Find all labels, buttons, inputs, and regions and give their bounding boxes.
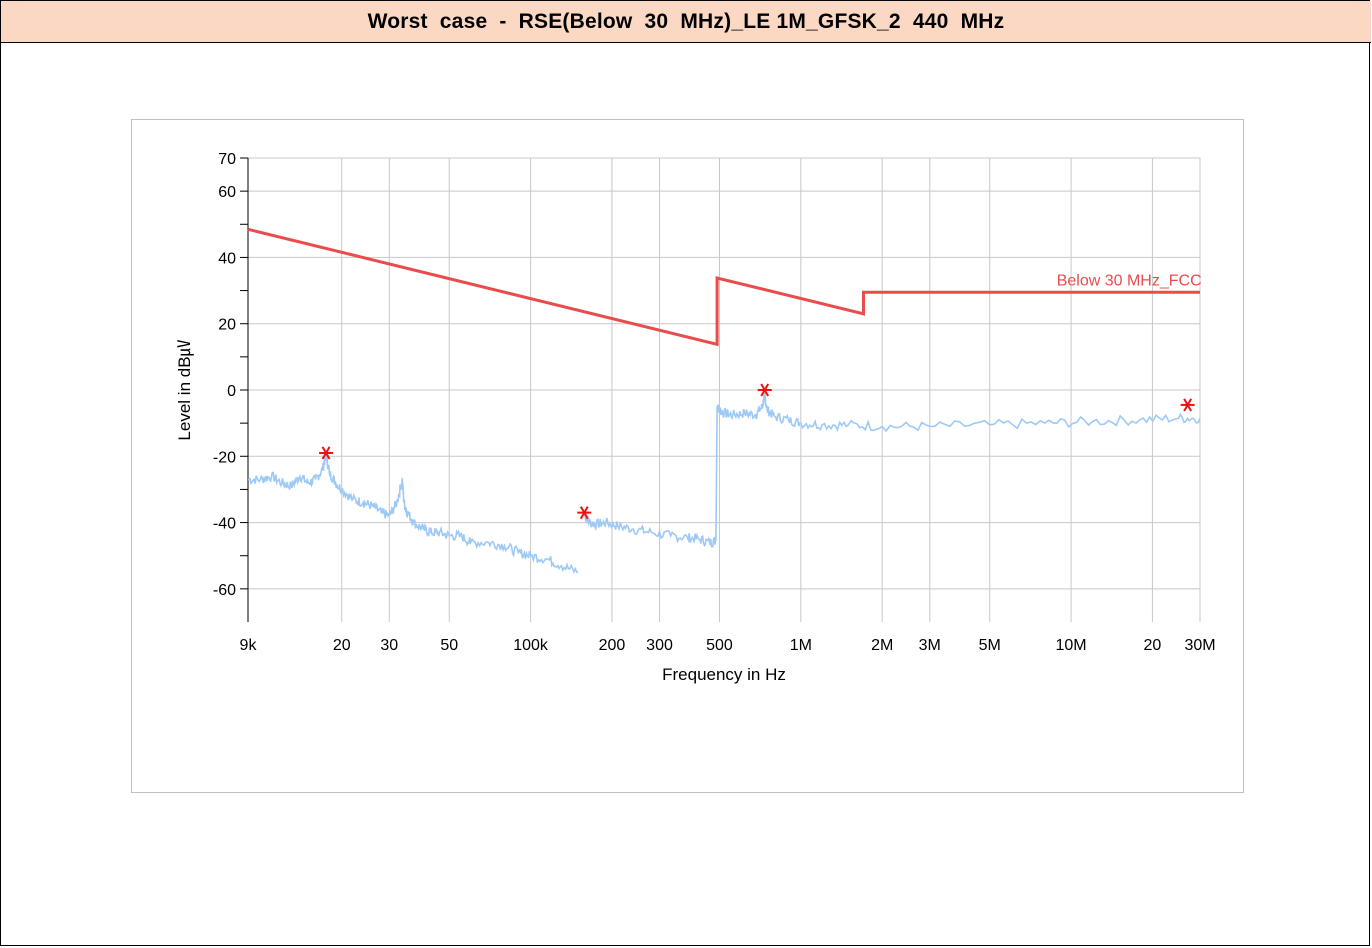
x-axis-label: Frequency in Hz xyxy=(662,665,786,684)
peak-markers xyxy=(319,383,1195,520)
x-tick-label: 30M xyxy=(1184,637,1215,654)
x-tick-label: 20 xyxy=(333,637,351,654)
measurement-trace xyxy=(716,391,1201,433)
x-tick-label: 200 xyxy=(599,637,626,654)
measurement-step xyxy=(715,406,718,541)
x-tick-label: 10M xyxy=(1056,637,1087,654)
grid xyxy=(247,157,1201,622)
axes xyxy=(240,157,249,622)
series-group xyxy=(247,227,1201,575)
measurement-trace xyxy=(583,513,717,549)
marker-stroke xyxy=(760,383,770,397)
chart-panel: 9k 20 30 50 100k 200 300 500 1M 2M 3M 5M 10M 20 30M 70 6… xyxy=(131,119,1244,793)
x-tick-label: 1M xyxy=(790,637,812,654)
y-tick-label: 20 xyxy=(218,317,236,334)
y-tick-label: 70 xyxy=(218,151,236,168)
y-tick-label: 40 xyxy=(218,250,236,267)
x-tick-label: 50 xyxy=(440,637,458,654)
peak-marker xyxy=(319,446,334,460)
x-tick-label: 500 xyxy=(706,637,733,654)
x-tick-label: 3M xyxy=(919,637,941,654)
marker-stroke xyxy=(579,506,589,520)
y-tick-label: -20 xyxy=(213,449,236,466)
x-tick-label: 30 xyxy=(380,637,398,654)
emission-chart: 9k 20 30 50 100k 200 300 500 1M 2M 3M 5M 10M 20 30M706… xyxy=(175,151,1216,684)
y-axis-label: Level in dB㎶ xyxy=(175,339,195,440)
peak-marker xyxy=(577,506,592,520)
page-title: Worst case - RSE(Below 30 MHz)_LE 1M_GFS… xyxy=(367,9,1005,33)
measurement-trace xyxy=(247,452,579,575)
limit-label: Below 30 MHz_FCC xyxy=(1057,272,1202,289)
title-bar: Worst case - RSE(Below 30 MHz)_LE 1M_GFS… xyxy=(1,1,1371,43)
y-tick-label: -60 xyxy=(213,582,236,599)
y-tick-label: 60 xyxy=(218,184,236,201)
peak-marker xyxy=(757,383,772,397)
marker-stroke xyxy=(321,446,331,460)
y-tick-label: 0 xyxy=(227,383,236,400)
y-tick-label: -40 xyxy=(213,516,236,533)
x-tick-label: 2M xyxy=(871,637,893,654)
peak-marker xyxy=(1180,398,1195,412)
x-tick-label: 300 xyxy=(646,637,673,654)
x-tick-label: 100k xyxy=(513,637,549,654)
axis-labels: 9k 20 30 50 100k 200 300 500 1M 2M 3M 5M 10M 20 30M706… xyxy=(175,151,1216,684)
x-tick-label: 9k xyxy=(240,637,258,654)
limit-line-series xyxy=(247,227,1200,347)
marker-stroke xyxy=(1183,398,1193,412)
x-tick-label: 20 xyxy=(1144,637,1162,654)
x-tick-label: 5M xyxy=(979,637,1001,654)
